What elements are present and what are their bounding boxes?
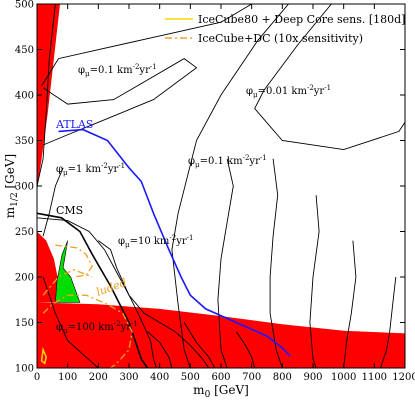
flux-label-4: φμ=10 km-2yr-1 bbox=[118, 234, 194, 249]
y-tick-label: 350 bbox=[15, 136, 34, 147]
flux-label-2: φμ=0.1 km-2yr-1 bbox=[188, 154, 267, 169]
y-tick-label: 500 bbox=[15, 0, 34, 11]
flux-labels: φμ=0.1 km-2yr-1 φμ=0.01 km-2yr-1 φμ=0.1 … bbox=[56, 63, 331, 335]
flux-label-0: φμ=0.1 km-2yr-1 bbox=[78, 63, 157, 78]
flux-contour-14 bbox=[183, 322, 216, 368]
flux-label-3: φμ=1 km-2yr-1 bbox=[56, 162, 125, 177]
x-tick-label: 900 bbox=[303, 372, 322, 383]
y-tick-label: 250 bbox=[15, 227, 34, 238]
x-tick-label: 200 bbox=[89, 372, 108, 383]
y-tick-label: 100 bbox=[15, 364, 34, 375]
sensitivity-10x-line-1 bbox=[42, 294, 133, 368]
flux-contour-10 bbox=[380, 276, 397, 368]
flux-contour-13 bbox=[42, 276, 99, 368]
sensitivity-180d-line-0 bbox=[40, 347, 47, 365]
atlas-limit-line bbox=[58, 128, 291, 357]
x-tick-label: 600 bbox=[211, 372, 230, 383]
legend-entry-solid: IceCube80 + Deep Core sens. [180d] bbox=[198, 13, 405, 26]
flux-contour-3 bbox=[254, 4, 405, 151]
flux-contour-5 bbox=[42, 167, 64, 237]
excluded-region-bottom bbox=[37, 302, 405, 368]
y-axis-label: m1/2 [GeV] bbox=[3, 154, 20, 218]
legend: IceCube80 + Deep Core sens. [180d] IceCu… bbox=[165, 13, 405, 45]
flux-contour-1 bbox=[41, 4, 252, 87]
x-tick-label: 1100 bbox=[362, 372, 387, 383]
contours-layer bbox=[37, 4, 405, 368]
atlas-label: ATLAS bbox=[55, 118, 93, 131]
flux-contour-12 bbox=[98, 240, 158, 368]
y-tick-label: 200 bbox=[15, 273, 34, 284]
excluded-region-left-low bbox=[37, 231, 62, 303]
y-tick-label: 150 bbox=[15, 318, 34, 329]
flux-contour-8 bbox=[309, 195, 320, 368]
x-tick-label: 0 bbox=[34, 372, 40, 383]
sensitivity-10x-line-2 bbox=[42, 268, 93, 296]
regions-layer bbox=[37, 4, 405, 368]
cms-label: CMS bbox=[56, 204, 83, 217]
flux-contour-4 bbox=[171, 4, 289, 368]
x-tick-label: 1000 bbox=[331, 372, 356, 383]
flux-contour-16 bbox=[235, 331, 256, 368]
x-axis-label: m0 [GeV] bbox=[193, 383, 249, 400]
x-tick-label: 1200 bbox=[392, 372, 415, 383]
x-tick-label: 100 bbox=[58, 372, 77, 383]
x-tick-label: 400 bbox=[150, 372, 169, 383]
y-tick-label: 400 bbox=[15, 91, 34, 102]
experiment-lines-layer bbox=[37, 128, 291, 368]
allowed-band bbox=[55, 240, 81, 303]
flux-contour-7 bbox=[269, 158, 283, 368]
flux-contour-11 bbox=[37, 217, 210, 368]
x-tick-label: 700 bbox=[242, 372, 261, 383]
sensitivity-layer bbox=[40, 244, 133, 368]
legend-entry-dashed: IceCube+DC (10x sensitivity) bbox=[198, 32, 363, 45]
sensitivity-10x-line-0 bbox=[55, 244, 93, 278]
cms-limit-line bbox=[37, 212, 149, 368]
x-tick-label: 300 bbox=[119, 372, 138, 383]
flux-contour-6 bbox=[217, 158, 234, 368]
y-tick-label: 300 bbox=[15, 182, 34, 193]
flux-contour-0 bbox=[37, 4, 56, 187]
y-tick-label: 450 bbox=[15, 45, 34, 56]
x-axis-ticks: 0 100 200 300 400 500 600 700 800 900 1000 1100 1200 bbox=[34, 4, 415, 383]
flux-contour-9 bbox=[343, 240, 357, 368]
x-tick-label: 800 bbox=[273, 372, 292, 383]
x-tick-label: 500 bbox=[181, 372, 200, 383]
y-axis-ticks: 100 150 200 250 300 350 400 450 500 bbox=[15, 0, 405, 375]
flux-label-1: φμ=0.01 km-2yr-1 bbox=[246, 84, 331, 99]
flux-contour-15 bbox=[147, 331, 173, 368]
flux-label-5: φμ=100 km-2yr-1 bbox=[56, 320, 138, 335]
excluded-region-left-top bbox=[37, 4, 60, 191]
